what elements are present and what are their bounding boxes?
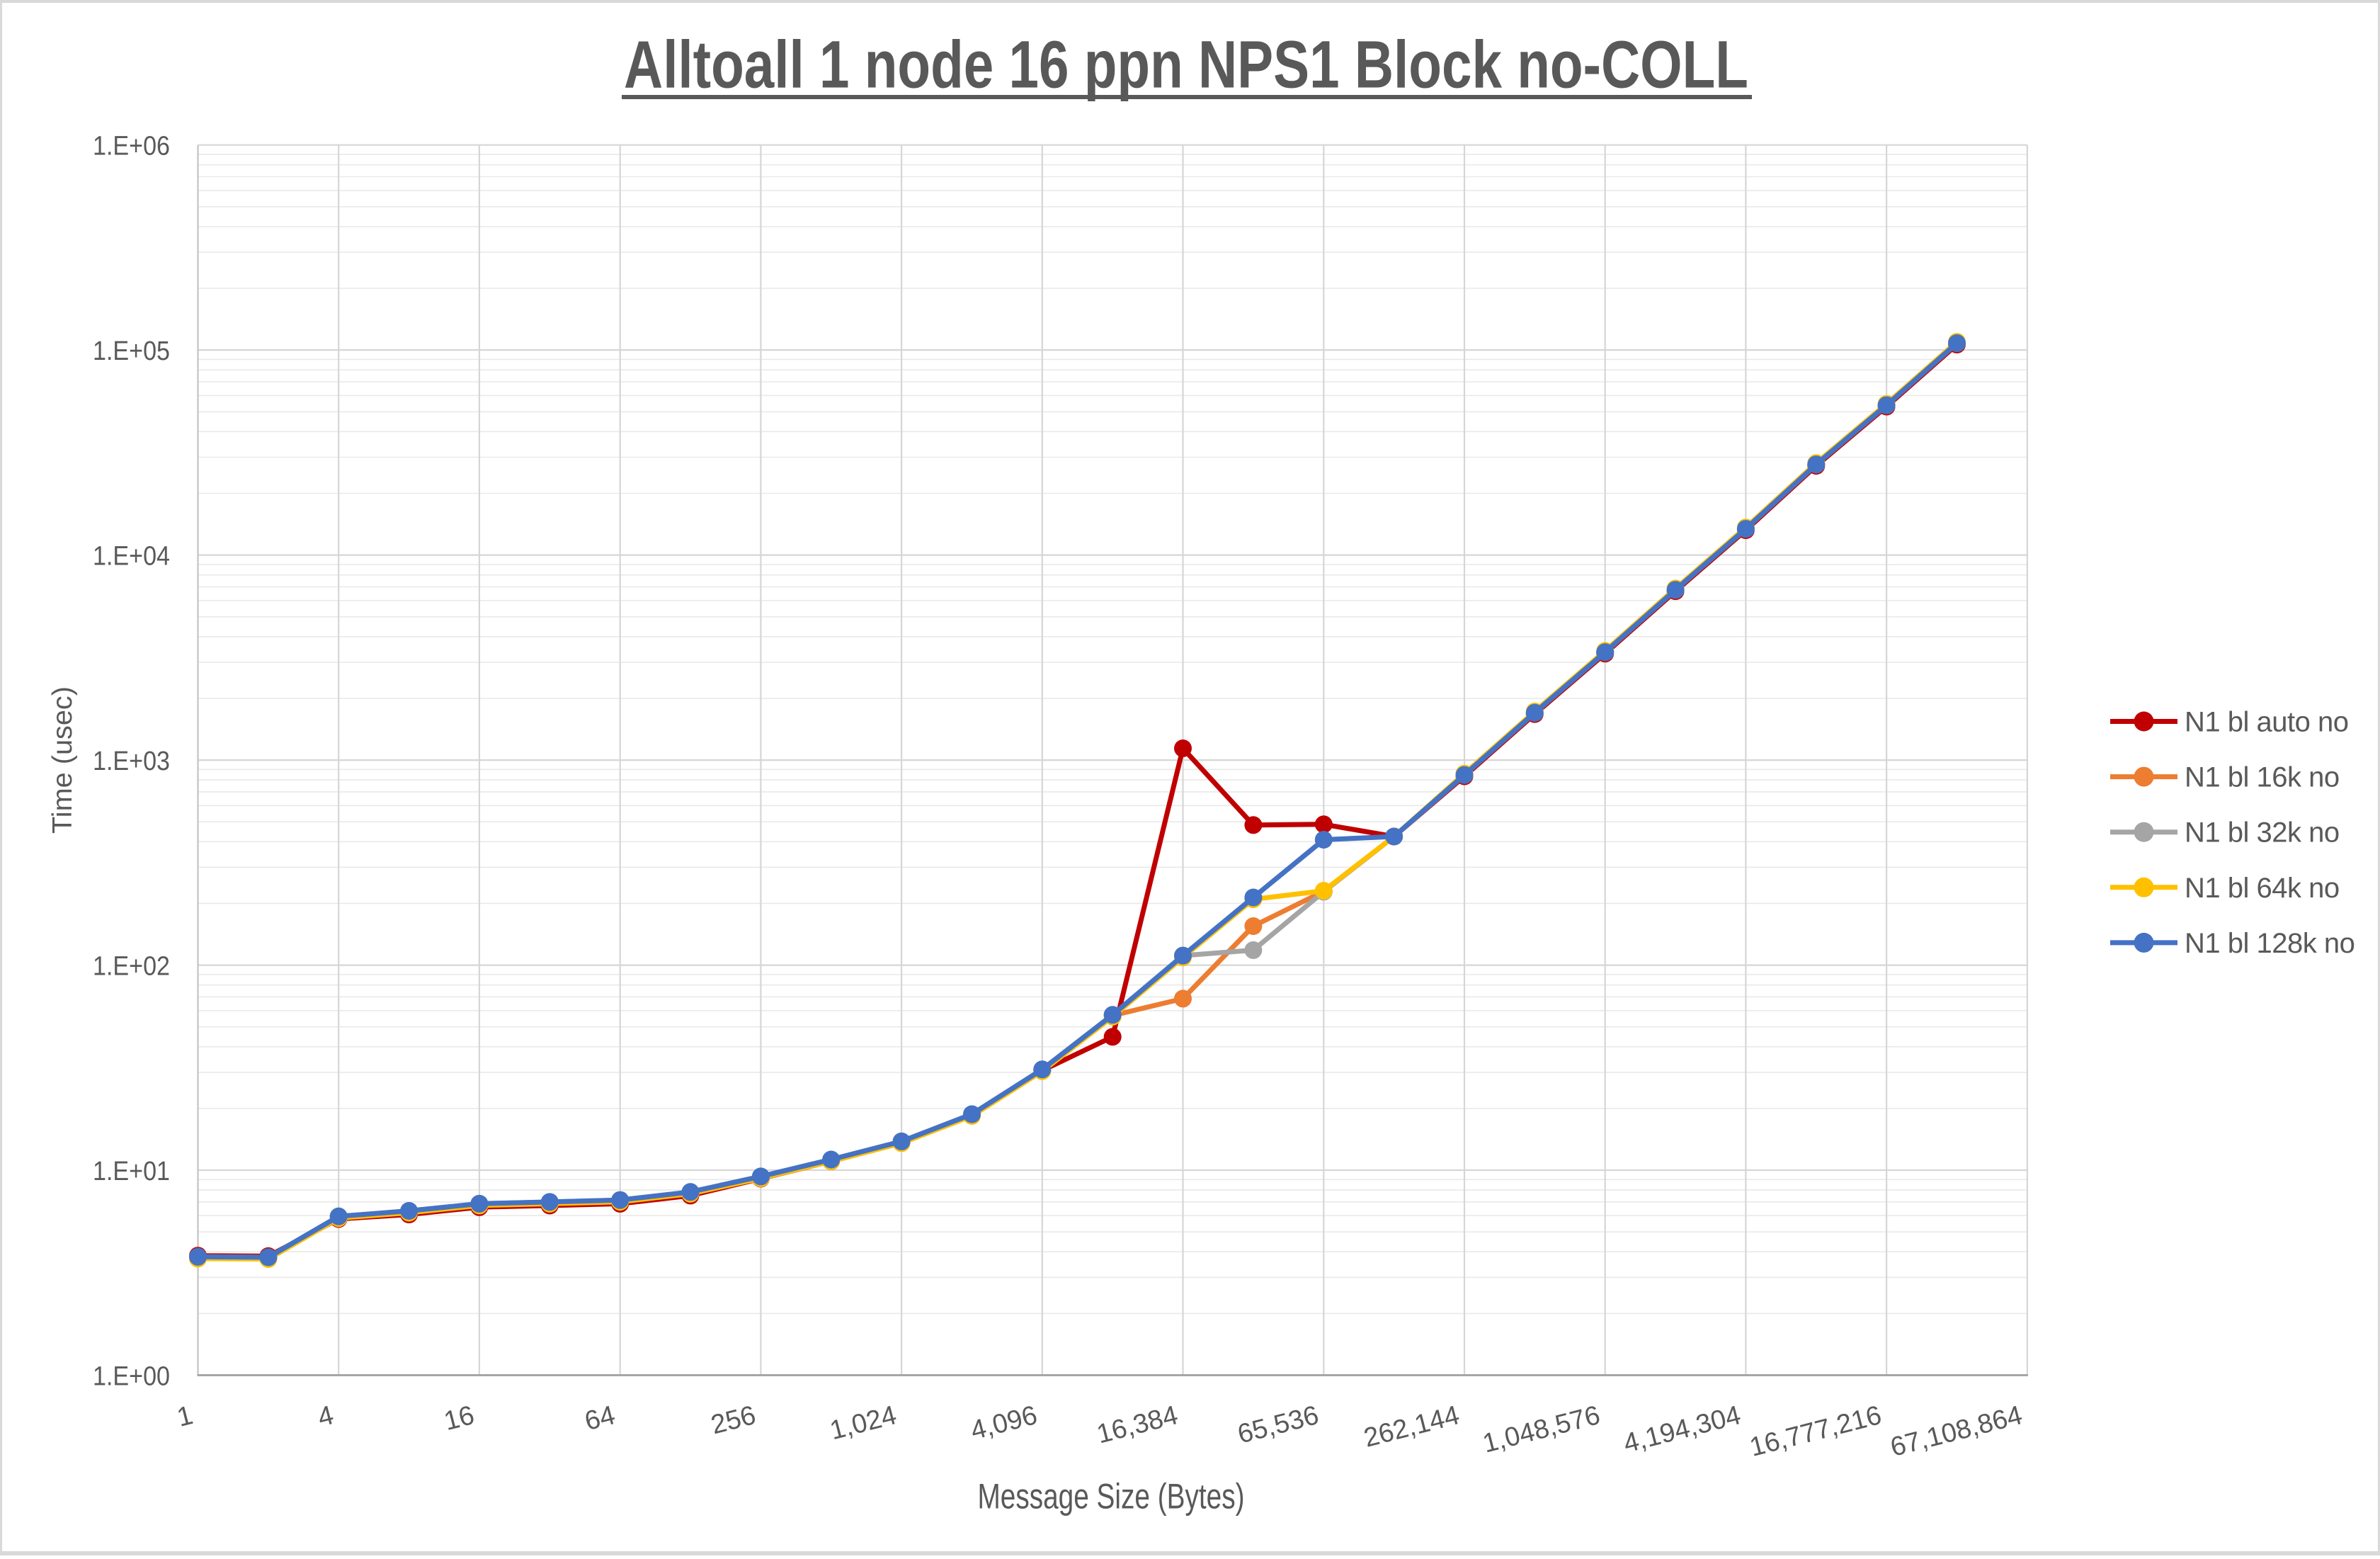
svg-text:N1 bl auto no: N1 bl auto no — [2185, 707, 2348, 738]
svg-text:Message Size (Bytes): Message Size (Bytes) — [978, 1477, 1245, 1517]
svg-text:N1 bl 128k no: N1 bl 128k no — [2185, 928, 2355, 959]
svg-text:1.E+01: 1.E+01 — [93, 1157, 170, 1186]
svg-text:1.E+04: 1.E+04 — [93, 541, 170, 571]
svg-text:1.E+00: 1.E+00 — [93, 1361, 170, 1391]
svg-text:1.E+05: 1.E+05 — [93, 336, 170, 366]
svg-text:Alltoall 1 node 16 ppn NPS1 Bl: Alltoall 1 node 16 ppn NPS1 Block no-COL… — [624, 28, 1748, 103]
svg-text:N1 bl 16k no: N1 bl 16k no — [2185, 762, 2340, 793]
svg-text:1.E+06: 1.E+06 — [93, 132, 170, 161]
svg-text:Time (usec): Time (usec) — [47, 686, 78, 834]
svg-text:N1 bl 64k no: N1 bl 64k no — [2185, 873, 2340, 904]
svg-text:1.E+03: 1.E+03 — [93, 747, 170, 776]
svg-text:64: 64 — [582, 1400, 618, 1436]
svg-text:16: 16 — [441, 1400, 477, 1436]
svg-text:1.E+02: 1.E+02 — [93, 951, 170, 981]
svg-text:N1 bl 32k no: N1 bl 32k no — [2185, 817, 2340, 849]
